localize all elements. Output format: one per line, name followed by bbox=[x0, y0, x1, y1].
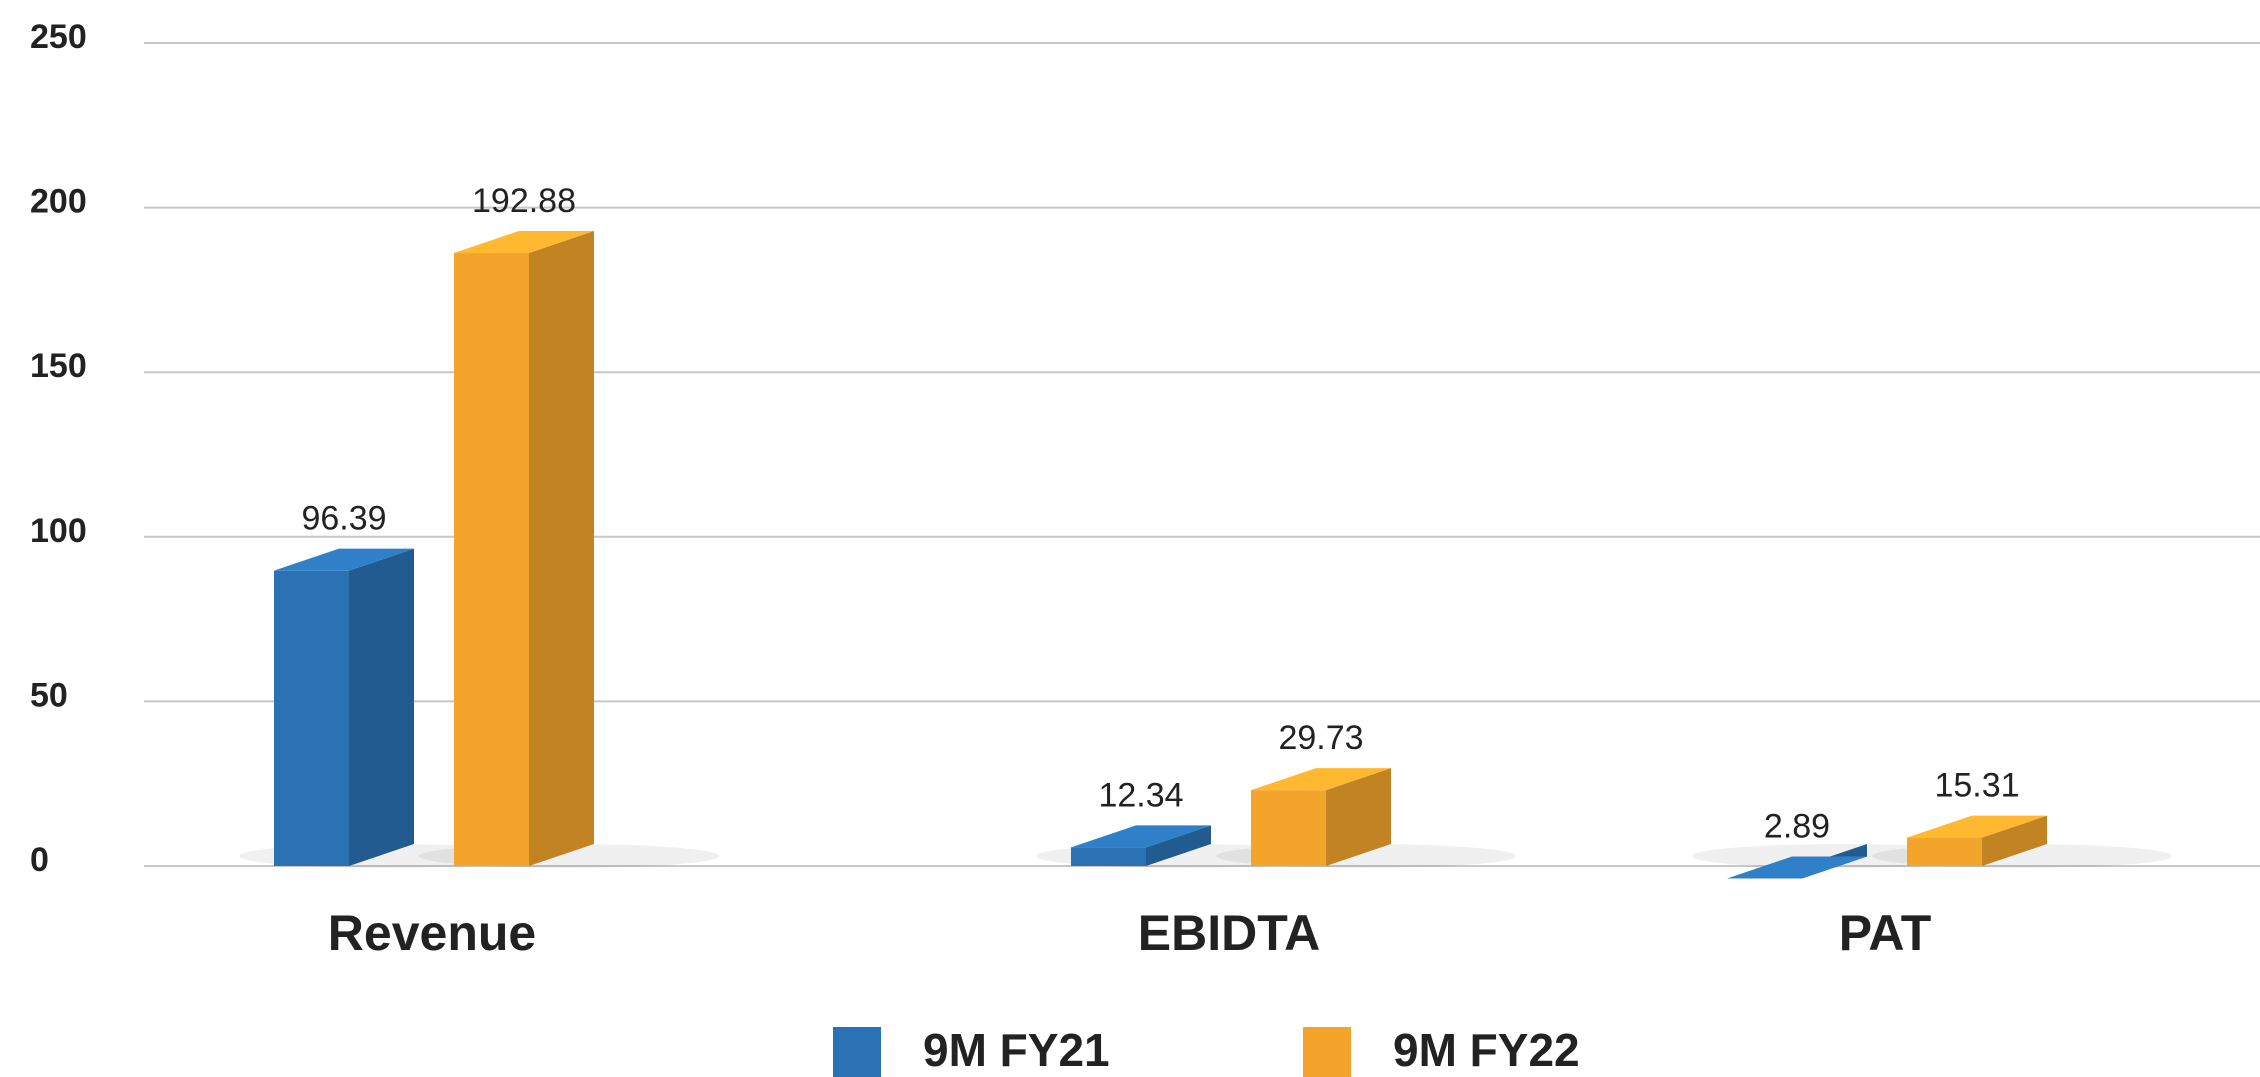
legend-label: 9M FY22 bbox=[1393, 1024, 1580, 1076]
y-tick-label: 50 bbox=[30, 676, 68, 714]
bar-top bbox=[1071, 825, 1211, 848]
bar-front bbox=[274, 570, 349, 866]
bar-front bbox=[1251, 790, 1326, 866]
y-tick-label: 250 bbox=[30, 18, 87, 56]
bar-top bbox=[1251, 768, 1391, 791]
bar-top bbox=[274, 548, 414, 571]
data-label: 29.73 bbox=[1278, 719, 1363, 757]
bar-side bbox=[529, 231, 594, 866]
bar-front bbox=[1907, 837, 1982, 866]
data-label: 192.88 bbox=[472, 182, 576, 220]
x-tick-label: EBIDTA bbox=[1138, 905, 1320, 961]
bar-side bbox=[349, 548, 414, 866]
bar-side bbox=[1146, 825, 1211, 866]
bar-top bbox=[1907, 815, 2047, 838]
data-label: 12.34 bbox=[1098, 776, 1183, 814]
bar-top bbox=[1727, 856, 1867, 879]
data-label: 96.39 bbox=[301, 500, 386, 538]
legend-label: 9M FY21 bbox=[923, 1024, 1110, 1076]
y-tick-label: 150 bbox=[30, 347, 87, 385]
x-tick-label: Revenue bbox=[328, 905, 536, 961]
legend-swatch bbox=[833, 1027, 881, 1077]
bar-front bbox=[454, 253, 529, 866]
data-label: 2.89 bbox=[1764, 807, 1830, 845]
y-tick-label: 0 bbox=[30, 841, 49, 879]
bar-front bbox=[1071, 847, 1146, 866]
bar-side bbox=[1982, 815, 2047, 866]
bar-side bbox=[1326, 768, 1391, 866]
y-tick-label: 100 bbox=[30, 512, 87, 550]
legend-swatch bbox=[1303, 1027, 1351, 1077]
data-label: 15.31 bbox=[1934, 767, 2019, 805]
y-tick-label: 200 bbox=[30, 183, 87, 221]
x-tick-label: PAT bbox=[1839, 905, 1932, 961]
bar-top bbox=[454, 231, 594, 254]
